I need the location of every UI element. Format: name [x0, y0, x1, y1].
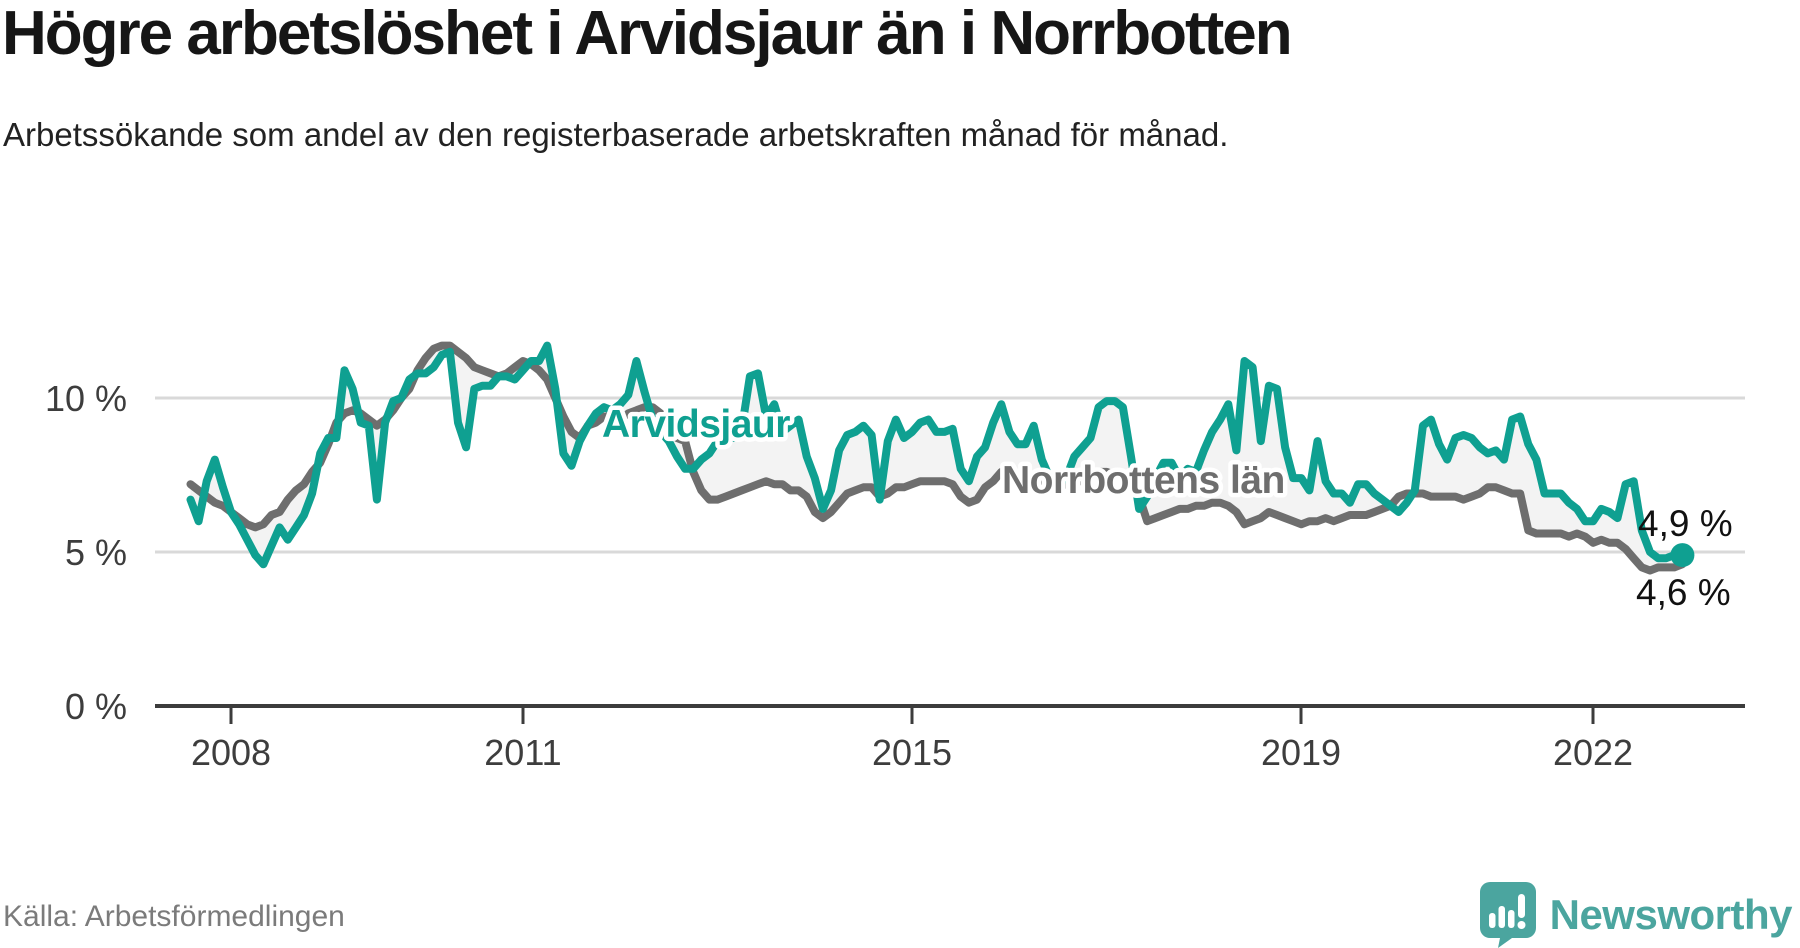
- x-tick-label-2015: 2015: [872, 732, 952, 773]
- y-tick-label-10: 10 %: [45, 378, 127, 419]
- logo-bar-1: [1488, 913, 1496, 928]
- brand-name: Newsworthy: [1549, 891, 1793, 938]
- brand-footer: Newsworthy: [1479, 882, 1793, 948]
- norrbotten-line: [186, 341, 1687, 575]
- page-title: Högre arbetslöshet i Arvidsjaur än i Nor…: [2, 0, 1293, 68]
- logo-exclamation-dot: [1517, 921, 1526, 929]
- arvidsjaur-end-value: 4,9 %: [1638, 503, 1733, 544]
- x-tick-label-2022: 2022: [1553, 732, 1633, 773]
- logo-exclamation-bar: [1517, 894, 1525, 918]
- page-subtitle: Arbetssökande som andel av den registerb…: [3, 116, 1229, 153]
- logo-bar-3: [1507, 910, 1515, 928]
- series-gap-band: [190, 345, 1683, 571]
- newsworthy-logo-icon: [1479, 882, 1536, 948]
- norrbotten-series-label: Norrbottens län: [1002, 459, 1285, 502]
- y-tick-label-5: 5 %: [65, 532, 127, 573]
- x-tick-label-2019: 2019: [1261, 732, 1341, 773]
- arvidsjaur-line: [186, 341, 1687, 569]
- arvidsjaur-end-dot: [1670, 543, 1695, 568]
- x-tick-label-2008: 2008: [191, 732, 271, 773]
- norrbotten-end-value: 4,6 %: [1636, 572, 1731, 613]
- logo-bar-2: [1498, 906, 1505, 928]
- arvidsjaur-series-label: Arvidsjaur: [602, 403, 790, 446]
- y-tick-label-0: 0 %: [65, 686, 127, 727]
- source-note: Källa: Arbetsförmedlingen: [3, 900, 345, 933]
- x-tick-label-2011: 2011: [484, 732, 561, 773]
